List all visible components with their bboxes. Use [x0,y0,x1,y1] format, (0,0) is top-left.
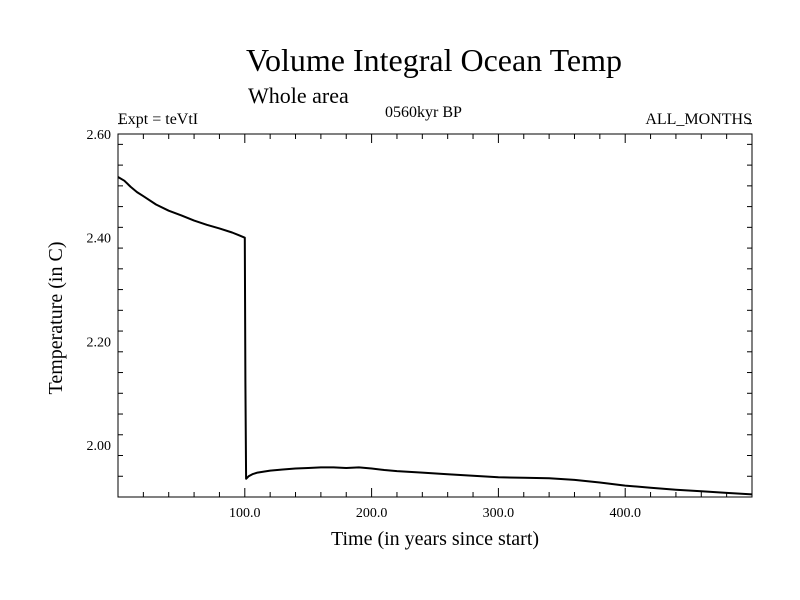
x-tick-label: 300.0 [483,506,515,521]
chart-subtitle: Whole area [248,83,349,108]
y-axis-label: Temperature (in C) [45,242,67,395]
x-tick-label: 100.0 [229,506,261,521]
epoch-label: 0560kyr BP [385,104,462,121]
y-tick-label: 2.20 [87,335,112,350]
x-tick-label: 200.0 [356,506,388,521]
chart-title: Volume Integral Ocean Temp [246,42,622,78]
experiment-label: Expt = teVtI [118,111,198,128]
y-tick-label: 2.40 [87,232,112,247]
plot-area: 100.0 200.0 300.0 400.0 2.00 2.20 2.40 2.60 [87,123,753,521]
y-tick-label: 2.60 [87,128,112,143]
x-axis-label: Time (in years since start) [331,528,539,550]
plot-frame [117,133,753,498]
x-tick-label: 400.0 [609,506,641,521]
y-tick-label: 2.00 [87,439,112,454]
months-label: ALL_MONTHS [645,111,752,128]
series-line [117,176,753,496]
